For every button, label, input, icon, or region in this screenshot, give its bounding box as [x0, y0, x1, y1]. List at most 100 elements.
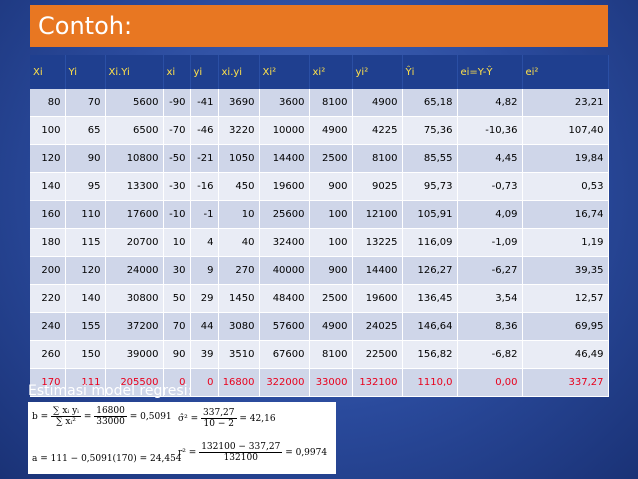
- table-cell: 110: [65, 200, 106, 229]
- table-cell: 95: [65, 172, 106, 201]
- table-cell: 40000: [259, 256, 310, 285]
- total-cell: 0: [190, 368, 219, 397]
- table-cell: 8100: [309, 89, 353, 117]
- formula-sigma: σ̂² = 337,27 10 − 2 = 42,16: [178, 408, 276, 429]
- table-row: 140 95 13300 -30 -16 450 19600 900 9025 95,73 -0,7…: [30, 172, 609, 201]
- table-cell: 240: [30, 312, 66, 341]
- table-cell: 220: [30, 284, 66, 313]
- formula-r-squared: r² = 132100 − 337,27 132100 = 0,9974: [178, 442, 328, 463]
- table-cell: 8100: [352, 144, 403, 173]
- table-cell: 30800: [105, 284, 164, 313]
- table-cell: -30: [163, 172, 191, 201]
- table-cell: -41: [190, 89, 219, 117]
- table-cell: 116,09: [402, 228, 458, 257]
- table-cell: 19600: [259, 172, 310, 201]
- table-row: 160 110 17600 -10 -1 10 25600 100 12100 105,91 4,0…: [30, 200, 609, 229]
- table-cell: 9: [190, 256, 219, 285]
- table-cell: 23,21: [522, 89, 609, 117]
- table-cell: -1,09: [457, 228, 523, 257]
- table-row: 240 155 37200 70 44 3080 57600 4900 24025 146,64 8…: [30, 312, 609, 341]
- total-cell: 205500: [105, 368, 164, 397]
- table-cell: -10: [163, 200, 191, 229]
- formula-a: a = 111 − 0,5091(170) = 24,454: [32, 454, 182, 464]
- table-cell: 4225: [352, 116, 403, 145]
- table-cell: 14400: [259, 144, 310, 173]
- table-cell: -50: [163, 144, 191, 173]
- table-cell: 105,91: [402, 200, 458, 229]
- table-row: 260 150 39000 90 39 3510 67600 8100 22500 156,82-…: [30, 340, 609, 369]
- table-cell: 3220: [218, 116, 260, 145]
- table-cell: 3690: [218, 89, 260, 117]
- table-cell: 1050: [218, 144, 260, 173]
- table-cell: 1,19: [522, 228, 609, 257]
- table-cell: 19,84: [522, 144, 609, 173]
- table-cell: 136,45: [402, 284, 458, 313]
- table-cell: -6,82: [457, 340, 523, 369]
- table-cell: 40: [218, 228, 260, 257]
- total-cell: 322000: [259, 368, 310, 397]
- table-cell: -46: [190, 116, 219, 145]
- table-cell: 100: [309, 228, 353, 257]
- table-cell: 120: [30, 144, 66, 173]
- table-cell: 24025: [352, 312, 403, 341]
- table-cell: 65,18: [402, 89, 458, 117]
- table-cell: 160: [30, 200, 66, 229]
- table-cell: -10,36: [457, 116, 523, 145]
- table-cell: 95,73: [402, 172, 458, 201]
- regression-subtitle: Estimasi model regresi:: [28, 383, 193, 399]
- slide-title: Contoh:: [38, 12, 133, 40]
- table-cell: 140: [30, 172, 66, 201]
- table-cell: 32400: [259, 228, 310, 257]
- table-cell: 260: [30, 340, 66, 369]
- total-cell: 33000: [309, 368, 353, 397]
- column-header: Xi.Yi: [105, 55, 164, 89]
- table-cell: -70: [163, 116, 191, 145]
- total-cell: 0,00: [457, 368, 523, 397]
- table-row: 80 70 5600 -90 -41 3690 3600 8100 4900 65,18 4,82 2…: [30, 89, 609, 117]
- title-bar: Contoh:: [30, 5, 608, 47]
- column-header: xi²: [309, 55, 353, 89]
- table-cell: 270: [218, 256, 260, 285]
- table-cell: 20700: [105, 228, 164, 257]
- column-header: ei²: [522, 55, 609, 89]
- table-cell: 2500: [309, 284, 353, 313]
- table-cell: 4,09: [457, 200, 523, 229]
- table-cell: 14400: [352, 256, 403, 285]
- table-cell: 30: [163, 256, 191, 285]
- table-cell: 140: [65, 284, 106, 313]
- table-cell: 12,57: [522, 284, 609, 313]
- formula-b: b = ∑ xᵢ yᵢ ∑ xᵢ² = 16800 33000 = 0,5091: [32, 406, 172, 427]
- table-row: 100 65 6500 -70 -46 3220 10000 4900 4225 75,36 -10…: [30, 116, 609, 145]
- table-cell: 39,35: [522, 256, 609, 285]
- table-cell: 67600: [259, 340, 310, 369]
- table-cell: 115: [65, 228, 106, 257]
- table-cell: 75,36: [402, 116, 458, 145]
- table-cell: 2500: [309, 144, 353, 173]
- table-cell: 29: [190, 284, 219, 313]
- table-cell: 70: [163, 312, 191, 341]
- table-cell: 48400: [259, 284, 310, 313]
- table-cell: 16,74: [522, 200, 609, 229]
- table-cell: 90: [65, 144, 106, 173]
- total-cell: 132100: [352, 368, 403, 397]
- column-header: Xi: [30, 55, 66, 89]
- regression-table: Xi Yi Xi.Yi xi yi xi.yi Xi² xi² yi² Ŷi ei=Y-Ŷ ei² 8…: [30, 55, 609, 397]
- table-cell: 4,82: [457, 89, 523, 117]
- table-row: 200 120 24000 30 9 270 40000 900 14400 126,27 -6,2…: [30, 256, 609, 285]
- table-cell: 3080: [218, 312, 260, 341]
- column-header: Yi: [65, 55, 106, 89]
- column-header: yi: [190, 55, 219, 89]
- table-cell: 107,40: [522, 116, 609, 145]
- table-cell: 25600: [259, 200, 310, 229]
- column-header: yi²: [352, 55, 403, 89]
- table-cell: 150: [65, 340, 106, 369]
- table-row: 180 115 20700 10 4 40 32400 100 13225 116,09 -1,09…: [30, 228, 609, 257]
- table-cell: 155: [65, 312, 106, 341]
- table-cell: 69,95: [522, 312, 609, 341]
- column-header: xi.yi: [218, 55, 260, 89]
- total-cell: 16800: [218, 368, 260, 397]
- table-cell: 146,64: [402, 312, 458, 341]
- table-cell: 900: [309, 256, 353, 285]
- total-cell: 111: [65, 368, 106, 397]
- table-cell: 156,82: [402, 340, 458, 369]
